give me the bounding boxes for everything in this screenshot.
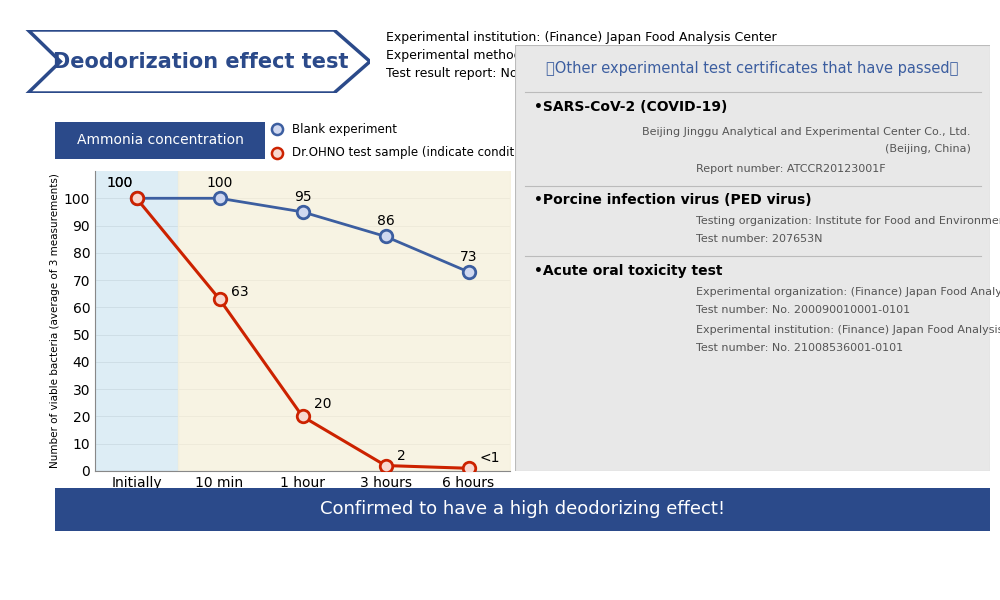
Text: 20: 20 xyxy=(314,397,331,411)
Text: Blank experiment: Blank experiment xyxy=(292,123,397,136)
Text: Ammonia concentration: Ammonia concentration xyxy=(77,133,243,148)
Text: Confirmed to have a high deodorizing effect!: Confirmed to have a high deodorizing eff… xyxy=(320,500,725,518)
Text: (Beijing, China): (Beijing, China) xyxy=(885,145,971,154)
Text: 63: 63 xyxy=(231,285,248,299)
Text: Testing organization: Institute for Food and Environmental Health: Testing organization: Institute for Food… xyxy=(696,215,1000,226)
Text: 100: 100 xyxy=(107,176,133,190)
Text: <1: <1 xyxy=(480,451,500,466)
Text: Experimental institution: (Finance) Japan Food Analysis Center
Experimental meth: Experimental institution: (Finance) Japa… xyxy=(386,31,777,80)
Y-axis label: Number of viable bacteria (average of 3 measurements): Number of viable bacteria (average of 3 … xyxy=(50,173,60,469)
Text: 86: 86 xyxy=(377,214,394,228)
Polygon shape xyxy=(28,30,370,93)
Text: 73: 73 xyxy=(460,250,477,263)
Text: 95: 95 xyxy=(294,190,311,203)
Text: Test number: No. 21008536001-0101: Test number: No. 21008536001-0101 xyxy=(696,343,903,353)
Text: Test number: No. 200090010001-0101: Test number: No. 200090010001-0101 xyxy=(696,305,910,315)
Text: •Acute oral toxicity test: •Acute oral toxicity test xyxy=(534,264,722,278)
Text: Dr.OHNO test sample (indicate conditions): Dr.OHNO test sample (indicate conditions… xyxy=(292,146,543,159)
Text: 100: 100 xyxy=(107,176,133,190)
Text: •SARS-CoV-2 (COVID-19): •SARS-CoV-2 (COVID-19) xyxy=(534,100,727,114)
Text: 100: 100 xyxy=(206,176,233,190)
Text: Experimental organization: (Finance) Japan Food Analysis Center: Experimental organization: (Finance) Jap… xyxy=(696,287,1000,297)
Text: Test number: 207653N: Test number: 207653N xyxy=(696,234,822,244)
Text: Report number: ATCCR20123001F: Report number: ATCCR20123001F xyxy=(696,164,885,173)
Text: 【Other experimental test certificates that have passed】: 【Other experimental test certificates th… xyxy=(546,61,959,76)
FancyBboxPatch shape xyxy=(515,45,990,471)
Text: Experimental institution: (Finance) Japan Food Analysis Center: Experimental institution: (Finance) Japa… xyxy=(696,325,1000,335)
FancyBboxPatch shape xyxy=(53,120,267,161)
Text: Deodorization effect test: Deodorization effect test xyxy=(53,52,349,71)
FancyBboxPatch shape xyxy=(55,488,990,531)
Text: Beijing Jinggu Analytical and Experimental Center Co., Ltd.: Beijing Jinggu Analytical and Experiment… xyxy=(642,127,971,137)
Text: 2: 2 xyxy=(397,449,405,463)
Text: •Porcine infection virus (PED virus): •Porcine infection virus (PED virus) xyxy=(534,193,812,208)
